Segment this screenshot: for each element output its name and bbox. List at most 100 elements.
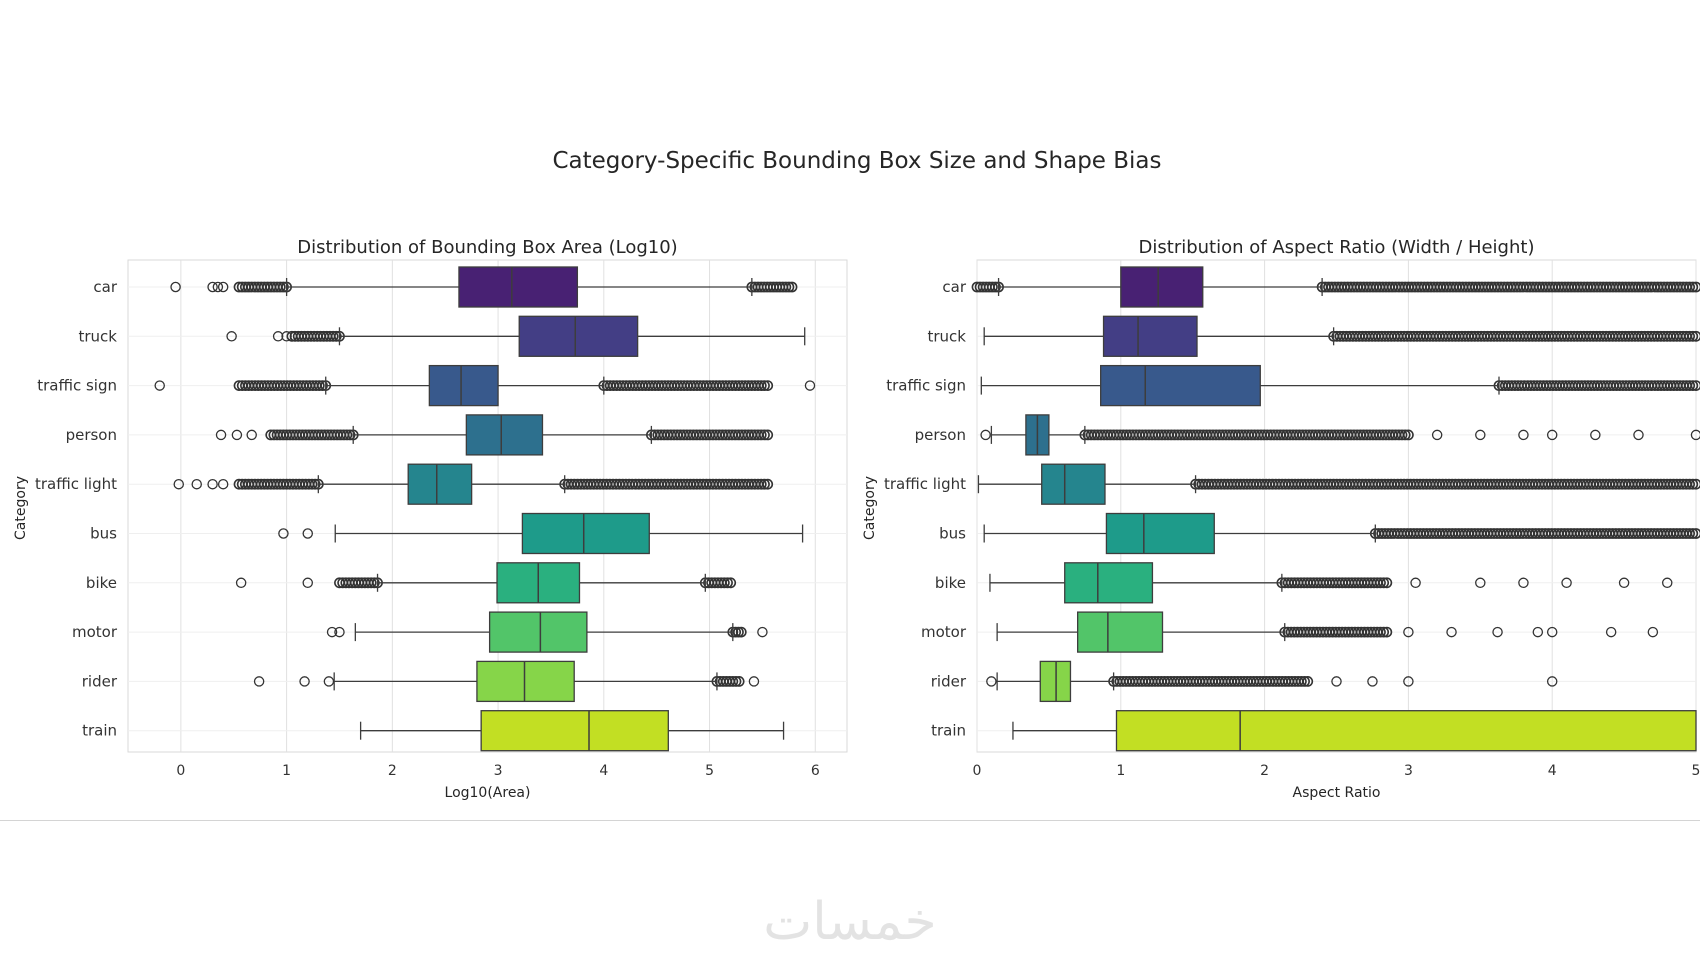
outlier-point <box>1396 429 1408 441</box>
y-tick-label-traffic-sign: traffic sign <box>886 377 966 395</box>
y-tick-label-bus: bus <box>90 525 117 543</box>
outlier-point <box>246 429 257 441</box>
box-iqr <box>428 364 499 407</box>
x-tick-label: 4 <box>1548 763 1557 779</box>
outlier-point <box>1378 626 1390 638</box>
outlier-point <box>1546 429 1558 441</box>
outlier-point <box>783 281 795 293</box>
box-traffic-light <box>977 463 1700 505</box>
box-traffic-light <box>173 463 774 505</box>
x-axis-label: Aspect Ratio <box>1293 785 1381 801</box>
outlier-point <box>759 380 770 391</box>
outlier-point <box>299 676 310 687</box>
outlier-point <box>235 577 247 589</box>
outlier-point <box>191 478 202 490</box>
box-iqr <box>1120 266 1204 308</box>
outlier-point <box>1431 429 1443 441</box>
outlier-point <box>730 676 742 687</box>
box-iqr <box>1100 364 1261 407</box>
outlier-point <box>327 330 339 342</box>
outlier-point <box>986 676 997 687</box>
outlier-point <box>762 429 774 441</box>
outlier-point <box>722 577 733 589</box>
box-iqr <box>465 414 544 456</box>
box-iqr <box>476 660 575 703</box>
outlier-point <box>1518 577 1529 589</box>
outlier-point <box>1690 478 1700 490</box>
y-tick-label-person: person <box>915 426 966 444</box>
box-iqr <box>1105 512 1215 555</box>
outlier-point <box>173 478 185 490</box>
outlier-point <box>1546 676 1558 687</box>
outlier-point <box>207 478 218 490</box>
outlier-point <box>762 478 774 490</box>
y-tick-label-traffic-sign: traffic sign <box>37 377 117 395</box>
outlier-point <box>1690 330 1700 342</box>
x-tick-label: 2 <box>388 763 397 779</box>
outlier-point <box>1687 330 1699 342</box>
y-tick-label-traffic-light: traffic light <box>35 475 117 493</box>
outlier-point <box>1399 429 1411 441</box>
x-axis-label: Log10(Area) <box>445 785 531 801</box>
outlier-point <box>727 676 739 687</box>
outlier-point <box>748 676 760 687</box>
aspect-ratio-boxplot-panel: 0 1 2 3 4 5 Distribution of Aspect Ratio (Widt… <box>862 237 1700 801</box>
outlier-point <box>1561 577 1572 589</box>
outlier-point <box>217 478 229 490</box>
outlier-point <box>1684 281 1696 293</box>
y-tick-label-bus: bus <box>939 525 966 543</box>
box-car <box>170 266 798 308</box>
outlier-point <box>1687 380 1699 391</box>
y-axis-label: Category <box>862 476 878 540</box>
x-tick-label: 5 <box>705 763 714 779</box>
y-tick-label-traffic-light: traffic light <box>884 475 966 493</box>
outlier-point <box>1546 626 1558 638</box>
outlier-point <box>281 331 292 342</box>
box-bike <box>989 562 1673 604</box>
outlier-point <box>1690 281 1700 293</box>
outlier-point <box>1684 380 1696 391</box>
outlier-cluster <box>286 330 345 342</box>
outlier-point <box>987 281 998 293</box>
box-iqr <box>1064 562 1154 604</box>
box-traffic-sign <box>154 364 816 407</box>
x-tick-label: 0 <box>176 763 185 779</box>
box-iqr <box>407 463 473 505</box>
area-boxplot-panel: 0 1 2 3 4 5 6 Distribution of Bounding Box Area… <box>13 237 848 801</box>
outlier-point <box>1378 577 1390 589</box>
y-tick-label-train: train <box>931 722 966 740</box>
outlier-point <box>326 626 338 638</box>
outlier-cluster <box>1190 478 1700 490</box>
section-divider <box>0 820 1700 821</box>
outlier-point <box>755 478 767 490</box>
outlier-point <box>1684 528 1695 539</box>
outlier-point <box>1331 676 1342 687</box>
outlier-point <box>1302 676 1314 687</box>
x-tick-label: 0 <box>973 763 982 779</box>
outlier-point <box>1518 429 1529 441</box>
outlier-point <box>755 429 767 441</box>
outlier-point <box>1403 429 1414 441</box>
y-tick-label-truck: truck <box>928 327 967 345</box>
outlier-point <box>757 626 768 638</box>
outlier-cluster <box>233 380 332 391</box>
outlier-point <box>1661 577 1673 589</box>
outlier-point <box>762 380 774 391</box>
outlier-point <box>725 577 737 589</box>
box-bus <box>983 512 1700 555</box>
box-iqr <box>1102 315 1198 357</box>
box-motor <box>326 611 768 653</box>
y-tick-label-motor: motor <box>921 623 967 641</box>
box-iqr <box>521 512 650 555</box>
outlier-point <box>274 281 286 293</box>
outlier-point <box>212 281 224 293</box>
outlier-point <box>1375 626 1386 638</box>
box-truck <box>983 315 1700 357</box>
outlier-point <box>323 676 335 687</box>
outlier-point <box>1381 626 1393 638</box>
x-tick-label: 6 <box>811 763 820 779</box>
outlier-point <box>231 429 243 441</box>
outlier-point <box>1684 330 1695 342</box>
outlier-point <box>341 429 353 441</box>
outlier-point <box>334 626 345 638</box>
